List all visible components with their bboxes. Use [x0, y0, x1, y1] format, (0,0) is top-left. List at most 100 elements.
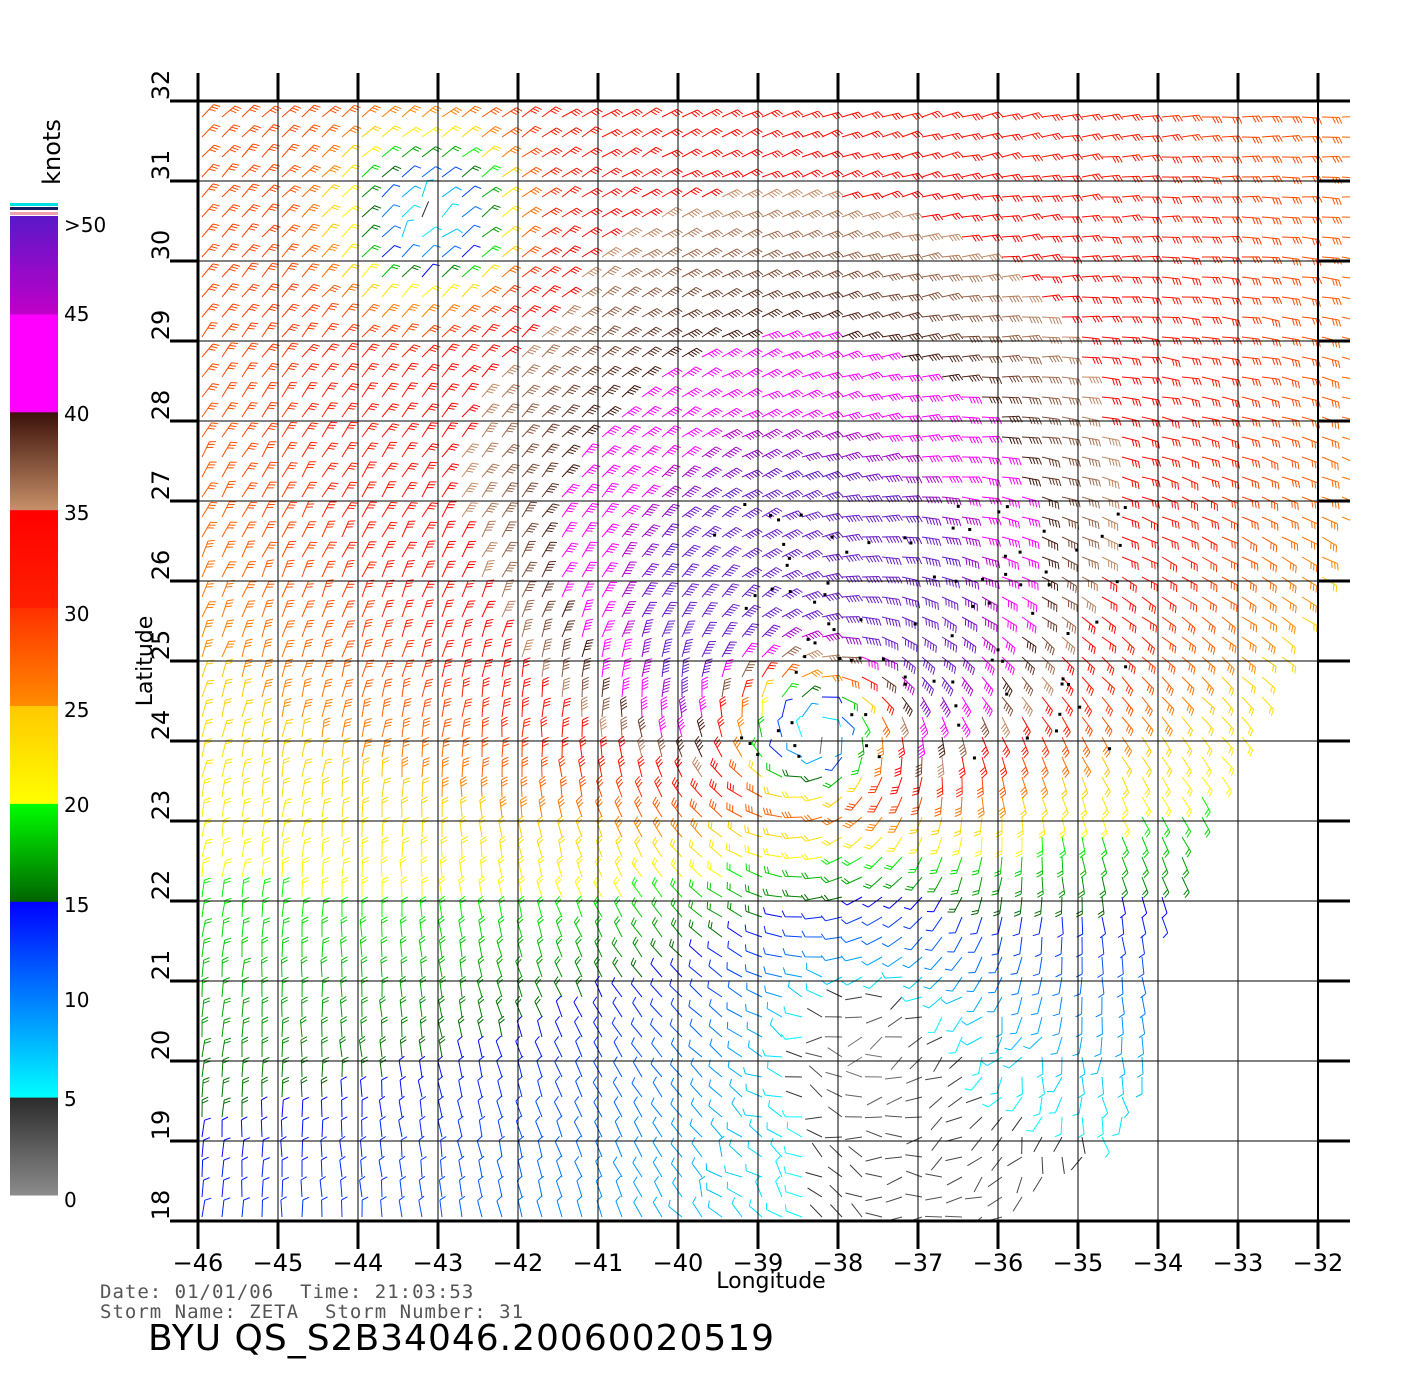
colorbar-band [10, 901, 58, 1098]
wind-barb [841, 210, 864, 220]
wind-barb [541, 443, 560, 458]
wind-barb [821, 209, 844, 219]
wind-barb [301, 343, 321, 358]
wind-barb [743, 1067, 763, 1078]
wind-barb [727, 901, 743, 918]
wind-barb [721, 189, 743, 199]
wind-barb [1261, 656, 1277, 674]
wind-barb [1121, 496, 1140, 509]
wind-barb [561, 657, 571, 678]
wind-barb [613, 1096, 623, 1118]
wind-barb [621, 345, 642, 358]
wind-barb [741, 661, 757, 678]
wind-barb [881, 696, 895, 716]
wind-barb [921, 434, 944, 442]
wind-barb [1321, 236, 1342, 245]
wind-barb [650, 957, 663, 978]
wind-barb [481, 126, 502, 138]
wind-barb [573, 1116, 583, 1138]
wind-barb [1001, 496, 1021, 509]
product-id: BYU QS_S2B34046.20060020519 [148, 1318, 776, 1359]
wind-barb [669, 938, 683, 958]
wind-barb [841, 554, 864, 563]
wind-barb [339, 1135, 346, 1158]
wind-barb [890, 996, 903, 1010]
wind-barb [281, 462, 298, 478]
wind-barb [558, 755, 566, 778]
wind-barb [1001, 173, 1024, 182]
wind-barb [561, 580, 576, 598]
wind-barb [701, 466, 723, 479]
wind-barb [800, 853, 823, 861]
wind-barb [1201, 416, 1221, 427]
wind-barb [361, 638, 374, 658]
time-label: Time: 21:03:53 [300, 1281, 475, 1303]
wind-barb [650, 937, 663, 958]
wind-barb [1161, 536, 1179, 550]
wind-barb [979, 756, 988, 779]
wind-barb [721, 545, 742, 558]
wind-barb [766, 762, 783, 778]
wind-barb [601, 148, 623, 158]
wind-barb [581, 126, 602, 138]
wind-barb [419, 915, 427, 938]
wind-barb [881, 636, 899, 651]
wind-barb [581, 503, 599, 518]
wind-barb [681, 109, 704, 118]
wind-barb [901, 676, 915, 696]
wind-barb [921, 676, 934, 696]
wind-barb [221, 501, 237, 518]
wind-barb [221, 599, 234, 618]
wind-barb [962, 476, 983, 484]
wind-barb [1001, 375, 1023, 383]
wind-barb [795, 715, 803, 738]
wind-barb [457, 1095, 463, 1118]
wind-barb [669, 978, 683, 998]
wind-barb [561, 697, 572, 718]
wind-barb [361, 521, 377, 538]
wind-barb [201, 759, 214, 778]
wind-barb [1201, 356, 1222, 366]
wind-barb [261, 501, 277, 518]
wind-barb [1097, 956, 1104, 978]
wind-barb [1241, 556, 1259, 571]
wind-barb [1061, 656, 1075, 676]
wind-barb [340, 936, 347, 958]
wind-barb [438, 895, 446, 918]
wind-barb [661, 620, 676, 638]
wind-barb [721, 269, 744, 279]
wind-barb [801, 549, 824, 560]
wind-barb [707, 1200, 723, 1218]
wind-barb [301, 521, 317, 538]
wind-barb [381, 403, 400, 418]
wind-barb [341, 541, 358, 558]
wind-barb [901, 273, 924, 282]
wind-barb [1121, 576, 1137, 593]
wind-barb [781, 351, 804, 360]
wind-barb [865, 1173, 883, 1178]
wind-barb [561, 637, 572, 658]
wind-barb [461, 658, 473, 678]
wind-barb [961, 1016, 983, 1026]
wind-barb [281, 818, 292, 838]
wind-barb [863, 976, 883, 989]
wind-barb [1061, 596, 1078, 612]
wind-barb [661, 582, 679, 598]
wind-barb [201, 461, 217, 478]
wind-barb [421, 382, 439, 398]
wind-barb [561, 365, 582, 378]
wind-barb [961, 214, 983, 222]
wind-barb [921, 171, 944, 179]
y-tick-label: 26 [147, 550, 175, 581]
wind-barb [401, 264, 421, 278]
wind-barb [421, 717, 431, 738]
wind-barb [556, 815, 564, 838]
wind-barb [1061, 636, 1076, 655]
wind-barb [881, 474, 903, 483]
wind-barb [1021, 356, 1043, 365]
wind-barb [560, 776, 567, 798]
wind-barb [601, 228, 623, 238]
wind-barb [301, 402, 319, 418]
wind-barb [477, 995, 485, 1018]
wind-barb [221, 1116, 229, 1138]
